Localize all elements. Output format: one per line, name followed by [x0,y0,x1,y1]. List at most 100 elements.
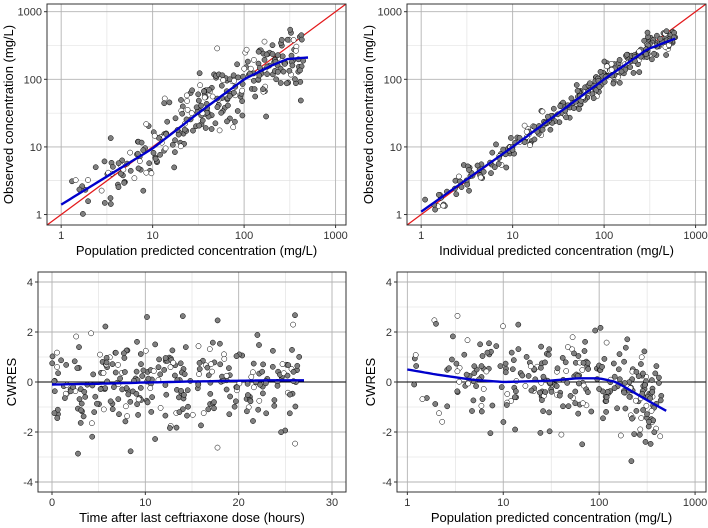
data-point [292,76,298,82]
x-tick-label: 30 [326,497,338,509]
data-point [107,398,114,405]
data-point [133,368,140,375]
data-point [567,393,574,399]
data-point [226,365,232,371]
data-point [638,415,645,421]
data-point [107,201,114,207]
data-point [196,366,203,372]
data-point [179,110,186,117]
data-point [274,382,281,389]
data-point [211,405,217,412]
data-point [226,93,233,99]
data-point [641,37,648,44]
data-point [502,369,509,376]
data-point [89,420,95,427]
data-point [287,391,293,398]
y-tick-label: 2 [27,327,33,339]
data-point [100,406,107,413]
data-point [540,373,547,380]
data-point [144,314,150,320]
data-point [190,127,196,134]
y-tick-label: 1 [396,210,402,222]
data-point [195,91,202,98]
panel-border [46,3,347,226]
data-point [553,383,560,389]
data-point [214,104,221,111]
x-tick-label: 1000 [683,230,707,242]
data-point [454,312,461,319]
data-point [256,342,262,348]
data-point [172,115,179,122]
data-point [170,359,177,366]
data-point [247,65,254,72]
x-tick-label: 10 [147,230,159,242]
data-point [478,363,485,369]
data-point [515,321,522,328]
data-point [548,388,555,395]
data-point [290,321,296,328]
data-point [107,135,114,141]
data-point [169,347,176,354]
data-point [564,380,571,386]
data-point [464,337,471,344]
data-point [133,390,140,397]
panel-obs-vs-ipred: 1 10 100 1000 1 10 100 1000 Individual predicted… [361,3,708,258]
data-point [601,356,608,362]
data-point [55,370,61,377]
data-point [184,106,191,113]
data-point [112,369,119,376]
data-point [604,388,611,395]
data-point [185,403,191,410]
data-point [298,36,305,43]
data-point [531,136,538,143]
data-point [622,405,629,412]
data-point [51,388,58,395]
data-point [149,394,155,400]
y-tick-label: 1 [36,210,42,222]
data-point [603,394,610,401]
data-point [580,359,587,366]
x-tick-label: 1 [58,230,64,242]
data-point [574,87,581,94]
data-point [178,388,184,394]
data-point [579,441,586,448]
data-point [640,407,646,413]
data-point [513,388,519,395]
y-tick-label: 10 [390,142,402,154]
data-point [559,355,566,361]
data-point [269,51,276,57]
data-point [85,177,91,183]
data-point [157,405,164,411]
data-point [211,399,217,405]
data-point [480,386,487,392]
data-point [470,397,477,404]
data-point [54,349,60,356]
y-tick-label: 1000 [378,7,402,19]
data-point [197,82,203,89]
data-point [432,401,439,407]
data-point [131,175,138,182]
data-point [293,47,299,54]
data-point [123,403,129,410]
y-tick-label: 4 [386,277,392,289]
data-point [622,344,629,351]
data-point [546,346,553,353]
data-point [523,354,530,360]
y-tick-label: 0 [386,377,392,389]
data-point [214,45,221,52]
data-point [156,356,162,363]
data-point [461,351,468,358]
x-tick-label: 1 [418,230,424,242]
data-point [278,429,284,436]
data-point [115,160,122,167]
data-point [217,340,223,347]
data-point [550,105,557,112]
data-point [610,80,617,87]
y-tick-label: -4 [23,477,33,489]
data-point [479,396,486,402]
data-point [537,430,544,436]
data-point [289,62,296,69]
data-point [493,343,500,349]
data-point [453,360,460,367]
data-point [497,363,504,369]
